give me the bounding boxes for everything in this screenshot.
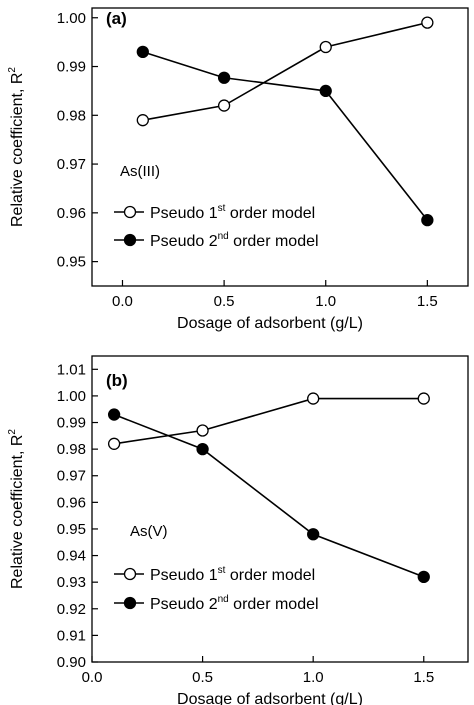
series-line-1 — [113, 397, 424, 445]
chart-panel-a: 0.95 0.96 0.97 0.98 0.99 1.00 0.0 0.5 1.0 1.5 Dosa… — [7, 7, 469, 332]
legend-label-1: Pseudo 1st order model — [150, 565, 315, 584]
panel-label: (a) — [106, 9, 127, 28]
series-line-1 — [142, 21, 428, 121]
plot-frame — [91, 7, 469, 287]
y-tick-label: 0.96 — [57, 494, 86, 511]
y-axis-title: Relative coefficient, R2 — [7, 67, 26, 227]
y-tick-label: 0.99 — [57, 415, 86, 432]
legend-marker-1 — [123, 205, 137, 219]
x-tick-label: 1.0 — [303, 669, 324, 686]
data-point-series2-3 — [307, 528, 320, 541]
y-tick-label: 0.92 — [57, 601, 86, 618]
y-tick-label: 0.96 — [57, 205, 86, 222]
y-tick-label: 1.00 — [57, 388, 86, 405]
data-point-series2-1 — [136, 45, 149, 59]
data-point-series2-2 — [217, 71, 231, 84]
legend-label-1: Pseudo 1st order model — [150, 203, 315, 222]
chart-panel-b: 0.90 0.91 0.92 0.93 0.94 0.95 0.96 0.97 0.98 0.99… — [7, 355, 469, 705]
data-point-series2-4 — [421, 214, 434, 227]
data-point-series2-1 — [107, 408, 121, 421]
panel-label: (b) — [106, 371, 128, 390]
data-point-series1-1 — [136, 114, 149, 127]
legend-marker-1 — [123, 567, 137, 581]
data-point-series2-4 — [417, 570, 430, 584]
legend-marker-2 — [123, 596, 137, 610]
x-tick-label: 0.0 — [112, 293, 133, 310]
data-point-series1-2 — [217, 99, 231, 112]
y-tick-label: 0.98 — [57, 441, 86, 458]
data-point-series2-2 — [196, 442, 209, 456]
legend-label-2: Pseudo 2nd order model — [150, 231, 319, 250]
y-axis-title: Relative coefficient, R2 — [7, 429, 26, 589]
x-axis-title: Dosage of adsorbent (g/L) — [177, 315, 363, 332]
x-tick-label: 0.5 — [192, 669, 213, 686]
series-line-2 — [113, 413, 425, 578]
y-tick-label: 0.91 — [57, 627, 86, 644]
data-point-series1-3 — [307, 392, 320, 405]
plot-frame — [91, 355, 469, 663]
y-tick-label: 0.97 — [57, 156, 86, 173]
data-point-series2-3 — [319, 84, 332, 98]
y-tick-label: 0.94 — [57, 548, 86, 565]
x-tick-label: 1.5 — [413, 669, 434, 686]
data-point-series1-3 — [319, 40, 332, 54]
y-tick-label: 0.99 — [57, 59, 86, 76]
data-point-series1-4 — [421, 16, 434, 29]
data-point-series1-4 — [417, 392, 430, 405]
annotation-label: As(III) — [120, 163, 160, 180]
legend-marker-2 — [123, 233, 137, 247]
data-point-series1-2 — [196, 424, 209, 437]
x-axis-title: Dosage of adsorbent (g/L) — [177, 691, 363, 705]
data-point-series1-1 — [107, 437, 121, 450]
annotation-label: As(V) — [130, 523, 168, 540]
y-tick-label: 0.98 — [57, 107, 86, 124]
y-tick-label: 0.90 — [57, 654, 86, 671]
x-tick-label: 1.5 — [417, 293, 438, 310]
y-tick-label: 0.95 — [57, 254, 86, 271]
y-tick-label: 1.00 — [57, 10, 86, 27]
y-tick-label: 1.01 — [57, 361, 86, 378]
x-tick-label: 1.0 — [315, 293, 336, 310]
y-tick-label: 0.95 — [57, 521, 86, 538]
series-line-2 — [142, 51, 428, 221]
x-tick-label: 0.5 — [214, 293, 235, 310]
legend-label-2: Pseudo 2nd order model — [150, 594, 319, 613]
y-tick-label: 0.97 — [57, 468, 86, 485]
x-tick-label: 0.0 — [82, 669, 103, 686]
y-tick-label: 0.93 — [57, 574, 86, 591]
